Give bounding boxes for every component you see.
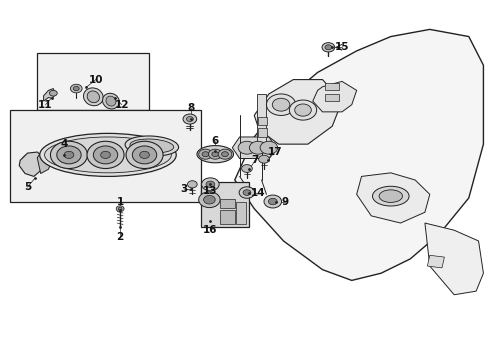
Circle shape <box>70 84 82 93</box>
Polygon shape <box>37 150 52 174</box>
Circle shape <box>93 146 118 164</box>
Bar <box>325 94 338 101</box>
Circle shape <box>203 195 215 204</box>
Ellipse shape <box>130 139 173 153</box>
Text: 12: 12 <box>114 100 129 110</box>
Circle shape <box>249 141 266 154</box>
Polygon shape <box>312 81 356 112</box>
Polygon shape <box>232 137 276 158</box>
Circle shape <box>258 155 269 163</box>
Text: 1: 1 <box>116 197 123 207</box>
Text: 5: 5 <box>24 182 31 192</box>
Bar <box>258 117 266 126</box>
Circle shape <box>183 114 196 124</box>
Circle shape <box>294 104 311 116</box>
Circle shape <box>126 141 163 168</box>
Circle shape <box>260 141 277 154</box>
Ellipse shape <box>378 190 402 202</box>
Polygon shape <box>256 94 266 142</box>
Circle shape <box>208 149 222 159</box>
Ellipse shape <box>44 137 171 173</box>
Bar <box>200 182 249 226</box>
Circle shape <box>322 42 334 52</box>
Circle shape <box>118 207 122 210</box>
Ellipse shape <box>102 93 119 109</box>
Circle shape <box>205 181 214 188</box>
Text: 7: 7 <box>251 155 258 165</box>
Bar <box>325 83 338 90</box>
Circle shape <box>289 100 316 120</box>
Circle shape <box>187 181 197 188</box>
Circle shape <box>101 151 110 158</box>
Circle shape <box>239 187 254 198</box>
Bar <box>37 53 149 110</box>
Circle shape <box>57 146 81 164</box>
Polygon shape <box>424 223 483 295</box>
Ellipse shape <box>372 186 408 206</box>
Text: 13: 13 <box>203 186 217 197</box>
Circle shape <box>221 152 228 157</box>
Polygon shape <box>43 89 55 101</box>
Circle shape <box>73 86 79 91</box>
Bar <box>10 110 200 202</box>
Text: 4: 4 <box>61 139 68 149</box>
Bar <box>258 128 266 137</box>
Polygon shape <box>356 173 429 223</box>
Circle shape <box>264 195 281 208</box>
Bar <box>220 199 234 208</box>
Text: 2: 2 <box>116 232 123 242</box>
Text: 16: 16 <box>203 225 217 235</box>
Polygon shape <box>19 152 44 176</box>
Text: 14: 14 <box>250 188 265 198</box>
Bar <box>235 202 246 224</box>
Circle shape <box>87 141 124 168</box>
Circle shape <box>268 198 277 205</box>
Ellipse shape <box>106 96 116 106</box>
Circle shape <box>238 141 255 154</box>
Text: 11: 11 <box>38 100 53 110</box>
Circle shape <box>132 146 157 164</box>
Circle shape <box>218 149 231 159</box>
Text: 9: 9 <box>281 197 288 207</box>
Ellipse shape <box>125 136 178 156</box>
Circle shape <box>49 90 57 96</box>
Circle shape <box>202 152 208 157</box>
Circle shape <box>198 149 212 159</box>
Ellipse shape <box>87 91 99 103</box>
Circle shape <box>198 192 220 208</box>
Polygon shape <box>254 80 341 144</box>
Circle shape <box>325 45 331 50</box>
Polygon shape <box>427 255 444 268</box>
Bar <box>220 210 234 224</box>
Circle shape <box>116 206 124 212</box>
Circle shape <box>211 152 218 157</box>
Text: 15: 15 <box>334 42 348 52</box>
Circle shape <box>241 165 252 172</box>
Circle shape <box>243 190 250 195</box>
Circle shape <box>64 151 74 158</box>
Polygon shape <box>234 30 483 280</box>
Circle shape <box>50 141 87 168</box>
Circle shape <box>140 151 149 158</box>
Text: 3: 3 <box>180 184 187 194</box>
Circle shape <box>201 178 219 191</box>
Text: 10: 10 <box>88 75 103 85</box>
Circle shape <box>272 98 289 111</box>
Text: 6: 6 <box>211 136 219 145</box>
Ellipse shape <box>197 145 233 163</box>
Circle shape <box>266 94 295 116</box>
Text: 17: 17 <box>267 147 282 157</box>
Text: 8: 8 <box>187 103 194 113</box>
Circle shape <box>186 117 193 122</box>
Ellipse shape <box>83 88 103 106</box>
Ellipse shape <box>40 134 176 176</box>
